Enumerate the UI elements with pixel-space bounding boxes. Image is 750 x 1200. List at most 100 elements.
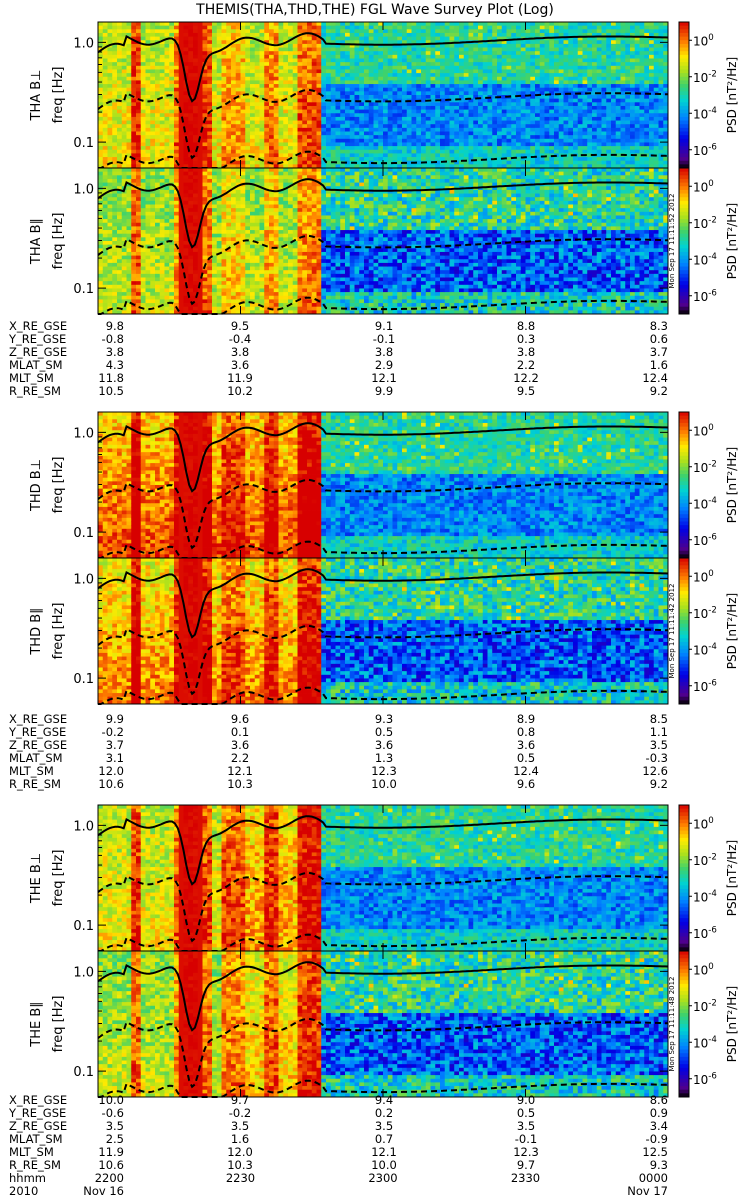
- ephemeris-value: 9.1: [375, 319, 393, 333]
- plot-title: THEMIS(THA,THD,THE) FGL Wave Survey Plot…: [195, 2, 554, 18]
- ephemeris-label: R_RE_SM: [9, 384, 61, 398]
- print-timestamp: Mon Sep 17 11:11:48 2012: [668, 976, 676, 1071]
- x-tick-label: 2200: [95, 1171, 124, 1185]
- ephemeris-value: 0.9: [650, 1106, 668, 1120]
- gyro-line-tha-par-1: [97, 234, 669, 306]
- colorbar-label: PSD [nT²/Hz]: [725, 447, 739, 523]
- x-tick-label: 2330: [511, 1171, 540, 1185]
- ephemeris-the: X_RE_GSE 10.0 9.7 9.4 9.0 8.6 Y_RE_GSE -0.6 -0.2…: [8, 1093, 668, 1172]
- ephemeris-label: Z_RE_GSE: [9, 345, 67, 359]
- x-tick-label: Nov 16: [83, 1184, 124, 1198]
- ephemeris-value: 1.1: [650, 725, 668, 739]
- ephemeris-value: 0.1: [231, 725, 249, 739]
- spectrogram-the-par: [98, 951, 669, 1098]
- y-tick-label: 1.0: [73, 965, 94, 980]
- ephemeris-value: 9.7: [517, 1158, 535, 1172]
- freq-axis-label: freq [Hz]: [51, 457, 66, 514]
- panel-name-label: THA B∥: [29, 218, 44, 265]
- ephemeris-label: Z_RE_GSE: [9, 1119, 67, 1133]
- gyro-line-the-perp-1: [97, 871, 669, 943]
- ephemeris-value: 12.4: [513, 764, 539, 778]
- ephemeris-value: -0.6: [102, 1106, 124, 1120]
- y-tick-label: 0.1: [73, 919, 94, 934]
- colorbar-tick-label: 10-6: [693, 925, 717, 940]
- colorbar-tick-label: 10-4: [693, 889, 717, 904]
- ephemeris-label: R_RE_SM: [9, 1158, 61, 1172]
- ephemeris-value: 9.3: [375, 712, 393, 726]
- ephemeris-value: 2.9: [375, 358, 393, 372]
- print-timestamp: Mon Sep 17 11:11:42 2012: [668, 583, 676, 678]
- colorbar-tick-label: 10-2: [693, 69, 717, 84]
- ephemeris-value: 12.1: [371, 1145, 397, 1159]
- y-tick-label: 0.1: [73, 136, 94, 151]
- ephemeris-value: 3.7: [650, 345, 668, 359]
- ephemeris-value: 9.2: [650, 384, 668, 398]
- ephemeris-value: 3.5: [650, 738, 668, 752]
- ephemeris-value: 3.1: [106, 751, 124, 765]
- ephemeris-label: MLT_SM: [9, 764, 54, 778]
- ephemeris-value: 0.5: [375, 725, 393, 739]
- colorbar: 100 10-2 10-4 10-6 PSD [nT²/Hz]: [678, 411, 739, 559]
- ephemeris-value: 3.6: [375, 738, 393, 752]
- ephemeris-value: 0.8: [517, 725, 535, 739]
- ephemeris-label: MLAT_SM: [9, 751, 63, 765]
- colorbar-tick-label: 10-2: [693, 998, 717, 1013]
- ephemeris-label: Y_RE_GSE: [8, 1106, 66, 1120]
- ephemeris-value: 11.8: [98, 371, 124, 385]
- ephemeris-value: 9.6: [231, 712, 249, 726]
- ephemeris-value: 1.6: [650, 358, 668, 372]
- colorbar-label: PSD [nT²/Hz]: [725, 986, 739, 1062]
- ephemeris-value: 2.5: [106, 1132, 124, 1146]
- ephemeris-value: 10.6: [98, 1158, 124, 1172]
- ephemeris-value: 1.3: [375, 751, 393, 765]
- gyro-line-thd-perp-1: [97, 478, 669, 550]
- colorbar-tick-label: 100: [693, 962, 714, 977]
- panel-name-label: THD B∥: [29, 607, 44, 655]
- colorbar-tick-label: 10-6: [693, 142, 717, 157]
- ephemeris-value: 11.9: [227, 371, 253, 385]
- ephemeris-value: 12.6: [642, 764, 668, 778]
- colorbar-tick-label: 100: [693, 816, 714, 831]
- ephemeris-value: 3.8: [375, 345, 393, 359]
- ephemeris-value: 12.4: [642, 371, 668, 385]
- x-axis-labels: hhmm 2200 2230 2300 2330 0000 2010 Nov 16 Nov 17: [9, 1171, 668, 1198]
- y-tick-label: 1.0: [73, 819, 94, 834]
- colorbar-tick-label: 10-4: [693, 642, 717, 657]
- colorbar-tick-label: 10-2: [693, 852, 717, 867]
- colorbar-tick-label: 10-2: [693, 459, 717, 474]
- ephemeris-value: 8.6: [650, 1093, 668, 1107]
- panel-name-label: THE B⊥: [29, 853, 44, 904]
- colorbar-label: PSD [nT²/Hz]: [725, 203, 739, 279]
- colorbar-tick-label: 10-4: [693, 252, 717, 267]
- ephemeris-value: 10.2: [227, 384, 253, 398]
- ephemeris-value: 9.3: [650, 1158, 668, 1172]
- ephemeris-label: MLT_SM: [9, 1145, 54, 1159]
- ephemeris-value: 3.7: [106, 738, 124, 752]
- x-row-label: 2010: [9, 1184, 38, 1198]
- ephemeris-label: Y_RE_GSE: [8, 332, 66, 346]
- ephemeris-value: 9.4: [375, 1093, 393, 1107]
- colorbar: 100 10-2 10-4 10-6 PSD [nT²/Hz]: [678, 804, 739, 952]
- ephemeris-value: 0.7: [375, 1132, 393, 1146]
- ephemeris-value: 9.0: [517, 1093, 535, 1107]
- freq-axis-label: freq [Hz]: [51, 213, 66, 270]
- ephemeris-value: 10.0: [371, 777, 397, 791]
- gyro-line-the-par-0: [97, 961, 669, 1032]
- ephemeris-value: -0.8: [102, 332, 124, 346]
- ephemeris-value: 9.5: [517, 384, 535, 398]
- ephemeris-value: 8.3: [650, 319, 668, 333]
- y-tick-label: 0.1: [73, 526, 94, 541]
- colorbar-tick-label: 10-4: [693, 106, 717, 121]
- ephemeris-label: MLT_SM: [9, 371, 54, 385]
- ephemeris-value: 11.9: [98, 1145, 124, 1159]
- ephemeris-value: 3.8: [517, 345, 535, 359]
- ephemeris-value: 12.3: [371, 764, 397, 778]
- ephemeris-value: -0.4: [229, 332, 251, 346]
- y-tick-label: 1.0: [73, 426, 94, 441]
- ephemeris-value: 10.3: [227, 1158, 253, 1172]
- ephemeris-value: 3.8: [106, 345, 124, 359]
- colorbar-tick-label: 100: [693, 569, 714, 584]
- ephemeris-label: Z_RE_GSE: [9, 738, 67, 752]
- ephemeris-value: 3.5: [231, 1119, 249, 1133]
